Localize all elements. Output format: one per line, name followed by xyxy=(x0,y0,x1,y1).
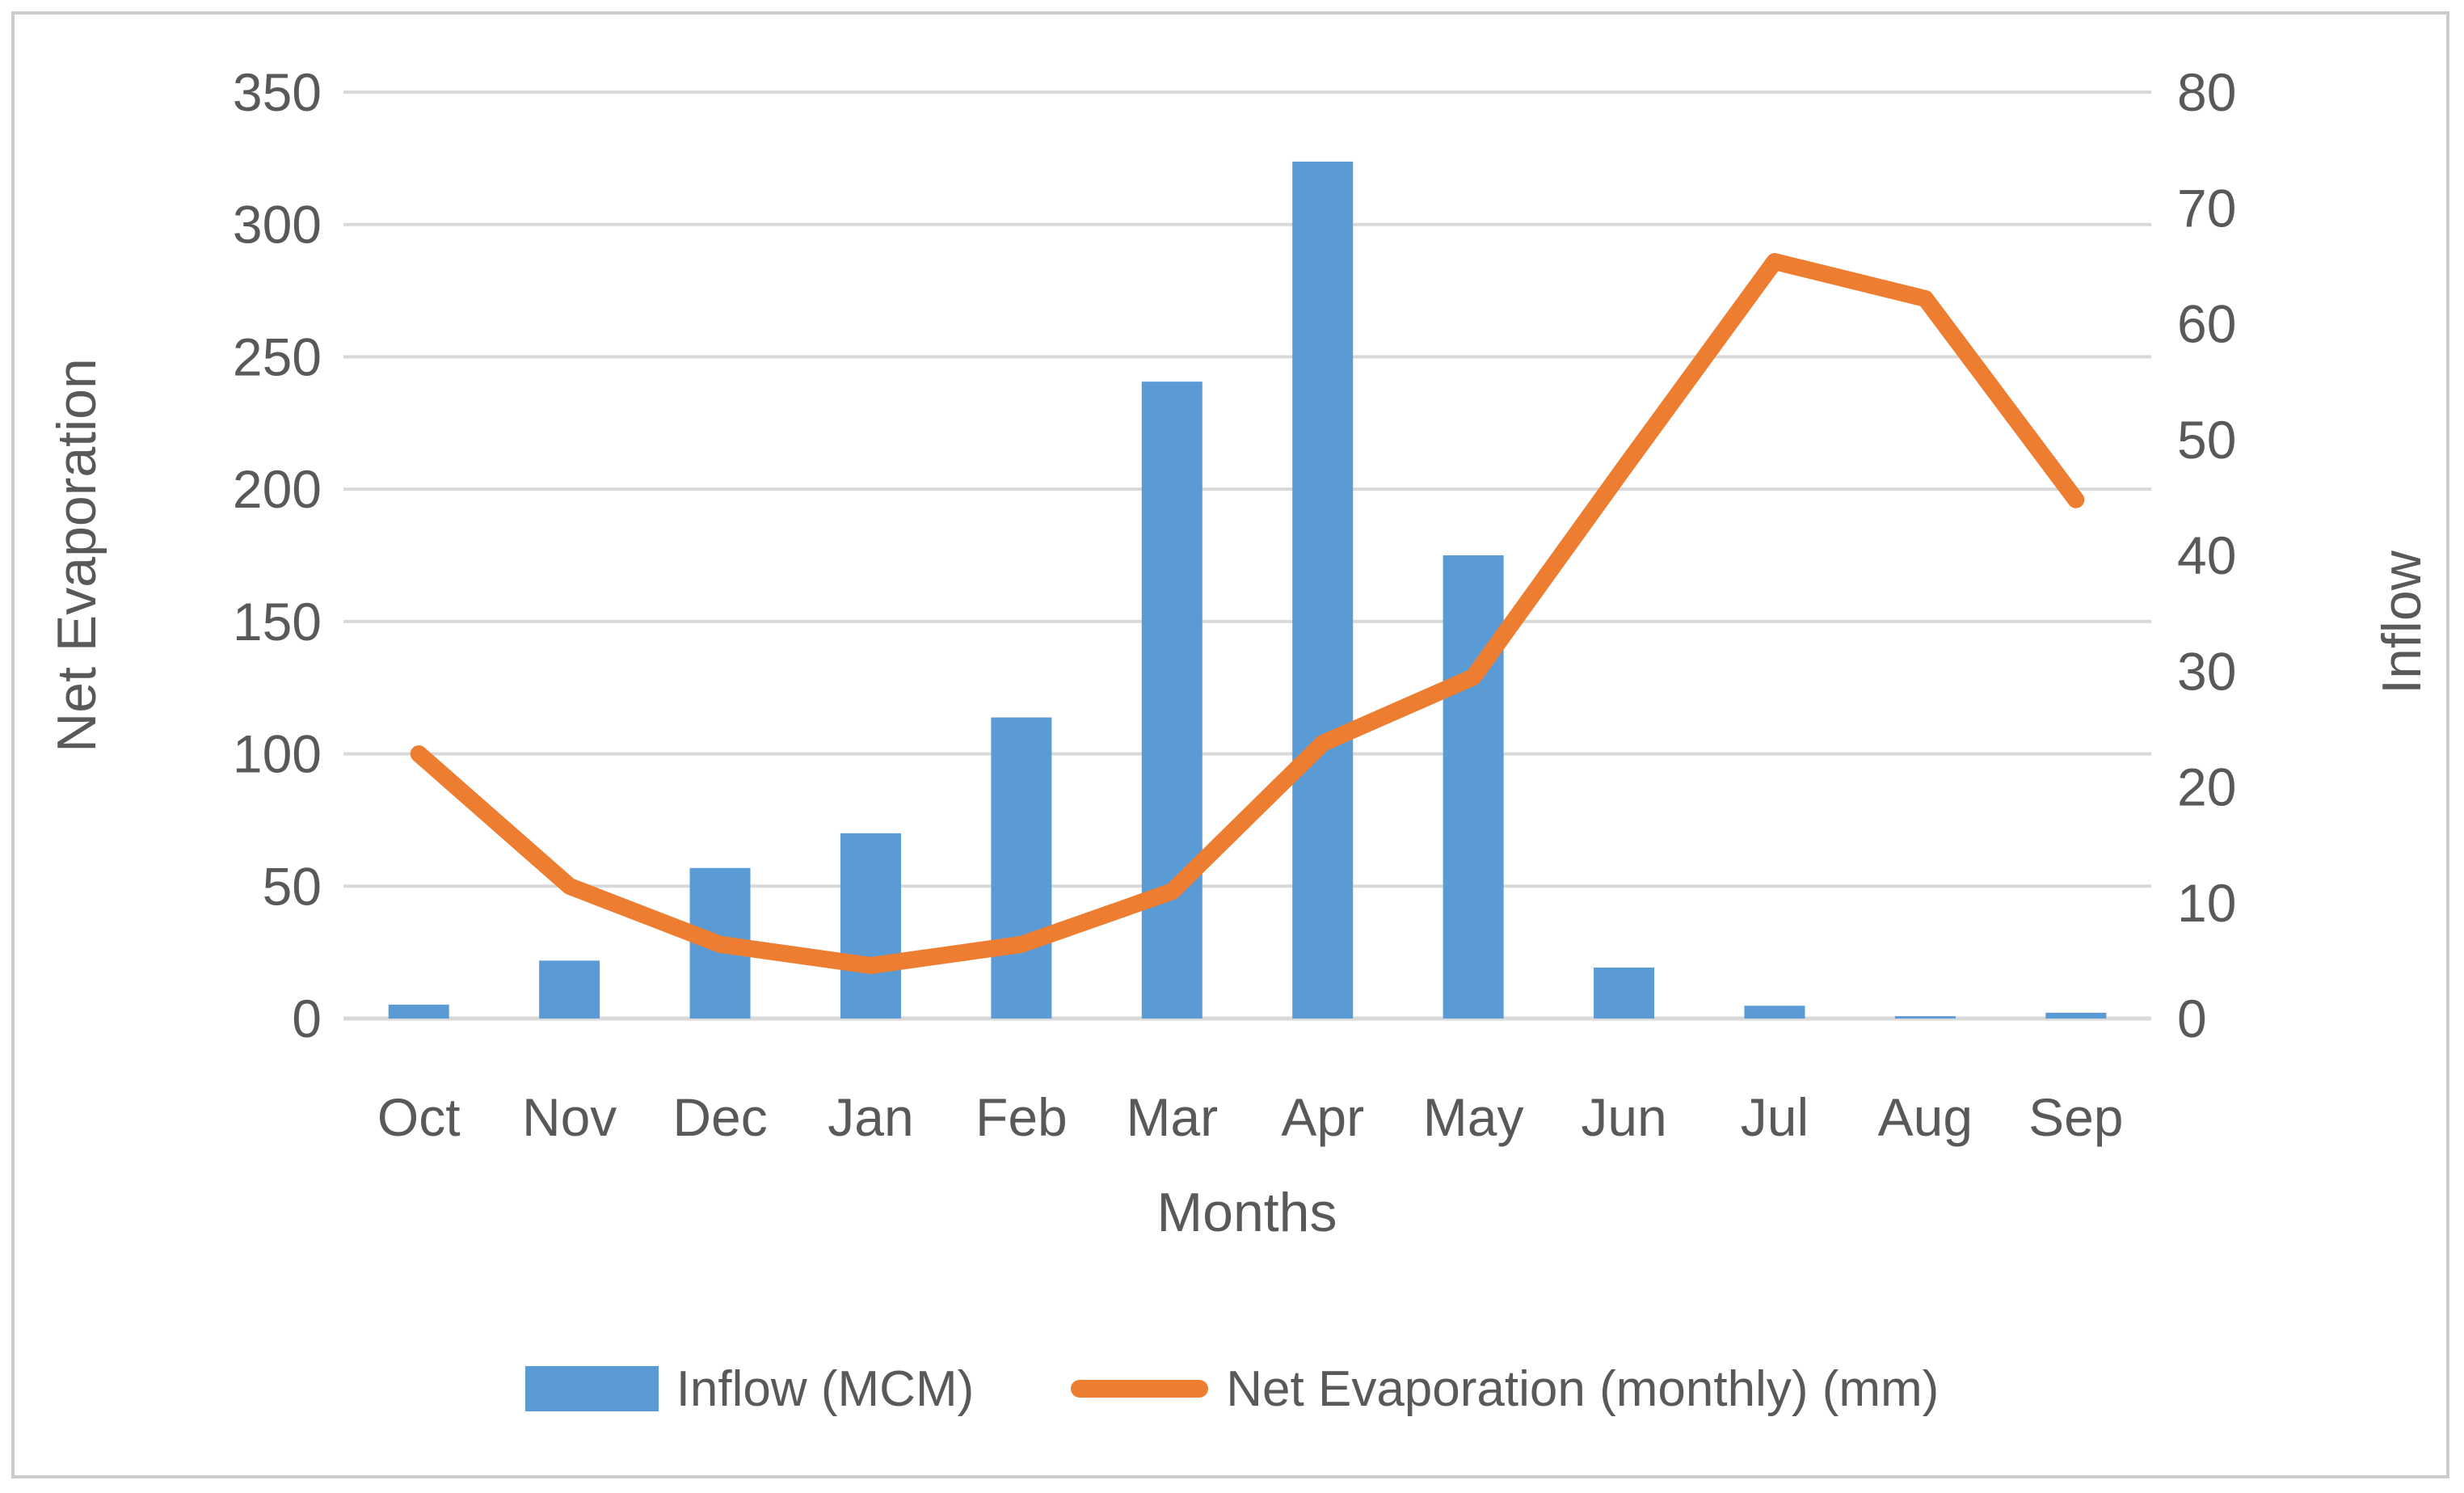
bar-may xyxy=(1443,555,1504,1019)
left-axis-tick-50: 50 xyxy=(263,856,322,916)
right-axis-tick-70: 70 xyxy=(2177,178,2236,238)
left-axis-title: Net Evaporation xyxy=(46,358,107,753)
bar-jan xyxy=(840,833,901,1019)
legend-item-inflow: Inflow (MCM) xyxy=(524,1360,975,1418)
legend-bar-swatch-icon xyxy=(524,1366,659,1411)
right-axis-tick-20: 20 xyxy=(2177,757,2236,817)
left-axis-tick-200: 200 xyxy=(233,459,322,519)
month-label-aug: Aug xyxy=(1878,1087,1973,1147)
month-label-jun: Jun xyxy=(1581,1087,1666,1147)
bar-jul xyxy=(1744,1006,1805,1019)
month-label-oct: Oct xyxy=(377,1087,461,1147)
month-label-dec: Dec xyxy=(672,1087,767,1147)
bar-feb xyxy=(991,717,1052,1019)
right-axis-tick-10: 10 xyxy=(2177,873,2236,933)
bar-sep xyxy=(2045,1012,2107,1019)
bar-apr xyxy=(1292,161,1354,1019)
right-axis-tick-0: 0 xyxy=(2177,989,2207,1048)
bar-jun xyxy=(1594,967,1655,1019)
left-axis-tick-0: 0 xyxy=(292,989,322,1048)
bar-oct xyxy=(388,1004,449,1019)
chart-frame-border xyxy=(11,11,2449,1478)
month-label-apr: Apr xyxy=(1281,1087,1364,1147)
left-axis-tick-150: 150 xyxy=(233,592,322,652)
bar-aug xyxy=(1894,1016,1956,1019)
bar-mar xyxy=(1141,382,1203,1019)
legend-label-net-evaporation: Net Evaporation (monthly) (mm) xyxy=(1226,1360,1940,1417)
month-label-feb: Feb xyxy=(975,1087,1068,1147)
legend-item-net-evaporation: Net Evaporation (monthly) (mm) xyxy=(1071,1360,1939,1418)
month-label-nov: Nov xyxy=(522,1087,617,1147)
bar-nov xyxy=(539,960,600,1019)
left-axis-tick-250: 250 xyxy=(233,327,322,386)
legend-label-inflow: Inflow (MCM) xyxy=(676,1360,975,1417)
month-label-sep: Sep xyxy=(2028,1087,2123,1147)
month-label-jan: Jan xyxy=(828,1087,913,1147)
right-axis-tick-80: 80 xyxy=(2177,62,2236,122)
left-axis-tick-350: 350 xyxy=(233,62,322,122)
month-label-jul: Jul xyxy=(1741,1087,1809,1147)
right-axis-tick-50: 50 xyxy=(2177,410,2236,470)
line-net-evaporation xyxy=(410,253,2085,975)
right-axis-tick-60: 60 xyxy=(2177,294,2236,354)
month-label-may: May xyxy=(1423,1087,1524,1147)
legend-line-swatch-icon xyxy=(1071,1380,1209,1398)
right-axis-title: Inflow xyxy=(2371,550,2432,694)
right-axis-tick-30: 30 xyxy=(2177,641,2236,701)
month-label-mar: Mar xyxy=(1126,1087,1218,1147)
left-axis-tick-100: 100 xyxy=(233,724,322,784)
x-axis-title: Months xyxy=(1156,1182,1337,1243)
legend: Inflow (MCM) Net Evaporation (monthly) (… xyxy=(0,1356,2464,1421)
left-axis-tick-300: 300 xyxy=(233,195,322,255)
right-axis-tick-40: 40 xyxy=(2177,525,2236,585)
